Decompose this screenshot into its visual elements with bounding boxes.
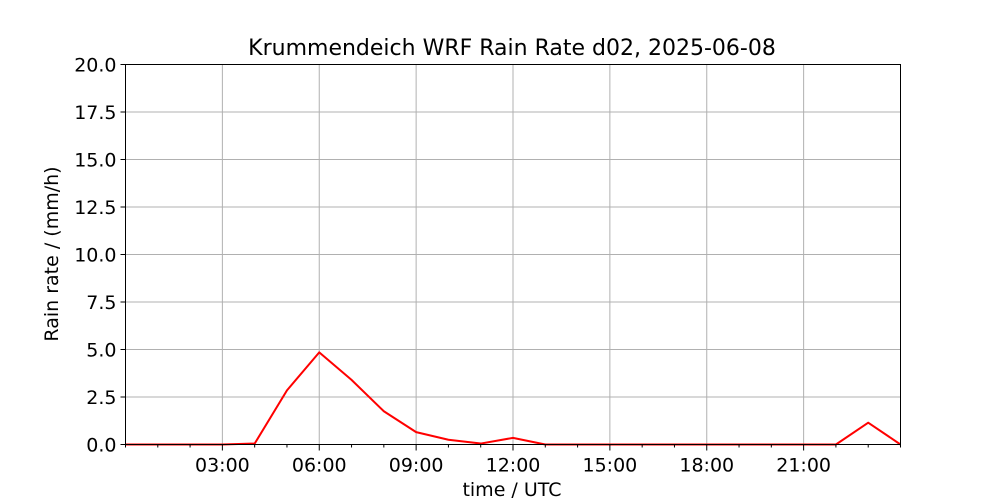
axis-ticks: 0.0 2.5 5.0 7.5 10.0 12.5 15.0 17.5 20.0 03:00 06:… (74, 55, 901, 477)
chart-title: Krummendeich WRF Rain Rate d02, 2025-06-… (248, 36, 776, 61)
y-tick-label: 5.0 (86, 340, 116, 362)
grid (125, 64, 901, 445)
x-tick-label: 18:00 (679, 455, 734, 477)
y-tick-label: 12.5 (74, 197, 116, 219)
x-tick-label: 06:00 (292, 455, 347, 477)
x-axis-label: time / UTC (462, 479, 561, 500)
x-tick-label: 03:00 (195, 455, 250, 477)
y-tick-label: 2.5 (86, 387, 116, 409)
x-tick-label: 21:00 (776, 455, 831, 477)
x-tick-label: 15:00 (582, 455, 637, 477)
y-axis-label: Rain rate / (mm/h) (41, 166, 63, 341)
y-tick-label: 7.5 (86, 292, 116, 314)
y-tick-label: 17.5 (74, 102, 116, 124)
x-tick-label: 09:00 (389, 455, 444, 477)
y-tick-label: 0.0 (86, 435, 116, 457)
y-tick-label: 20.0 (74, 55, 116, 77)
y-tick-label: 10.0 (74, 245, 116, 267)
y-tick-label: 15.0 (74, 150, 116, 172)
x-tick-label: 12:00 (486, 455, 541, 477)
